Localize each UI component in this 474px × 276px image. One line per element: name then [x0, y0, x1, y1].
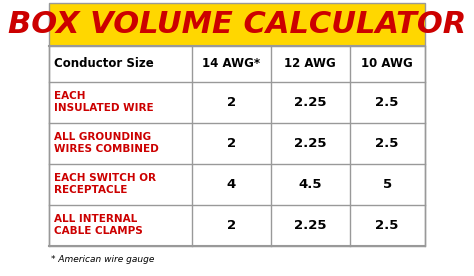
- Text: 2: 2: [227, 95, 236, 108]
- Text: 4: 4: [227, 178, 236, 191]
- Text: 2: 2: [227, 219, 236, 232]
- Text: 2.5: 2.5: [375, 137, 399, 150]
- Text: ALL INTERNAL
CABLE CLAMPS: ALL INTERNAL CABLE CLAMPS: [54, 214, 143, 236]
- Text: 14 AWG*: 14 AWG*: [202, 57, 260, 70]
- Text: EACH
INSULATED WIRE: EACH INSULATED WIRE: [54, 91, 154, 113]
- Text: 10 AWG: 10 AWG: [361, 57, 413, 70]
- Text: 2.5: 2.5: [375, 95, 399, 108]
- Text: Conductor Size: Conductor Size: [54, 57, 154, 70]
- Text: 2.25: 2.25: [294, 219, 327, 232]
- Text: 4.5: 4.5: [299, 178, 322, 191]
- FancyBboxPatch shape: [49, 3, 425, 46]
- Text: 2.5: 2.5: [375, 219, 399, 232]
- Text: ALL GROUNDING
WIRES COMBINED: ALL GROUNDING WIRES COMBINED: [54, 132, 159, 154]
- Text: BOX VOLUME CALCULATOR: BOX VOLUME CALCULATOR: [8, 10, 466, 39]
- Text: * American wire gauge: * American wire gauge: [51, 254, 155, 264]
- Text: 2.25: 2.25: [294, 137, 327, 150]
- Text: 5: 5: [383, 178, 392, 191]
- Text: EACH SWITCH OR
RECEPTACLE: EACH SWITCH OR RECEPTACLE: [54, 173, 156, 195]
- Text: 12 AWG: 12 AWG: [284, 57, 336, 70]
- FancyBboxPatch shape: [49, 46, 425, 246]
- Text: 2: 2: [227, 137, 236, 150]
- Text: 2.25: 2.25: [294, 95, 327, 108]
